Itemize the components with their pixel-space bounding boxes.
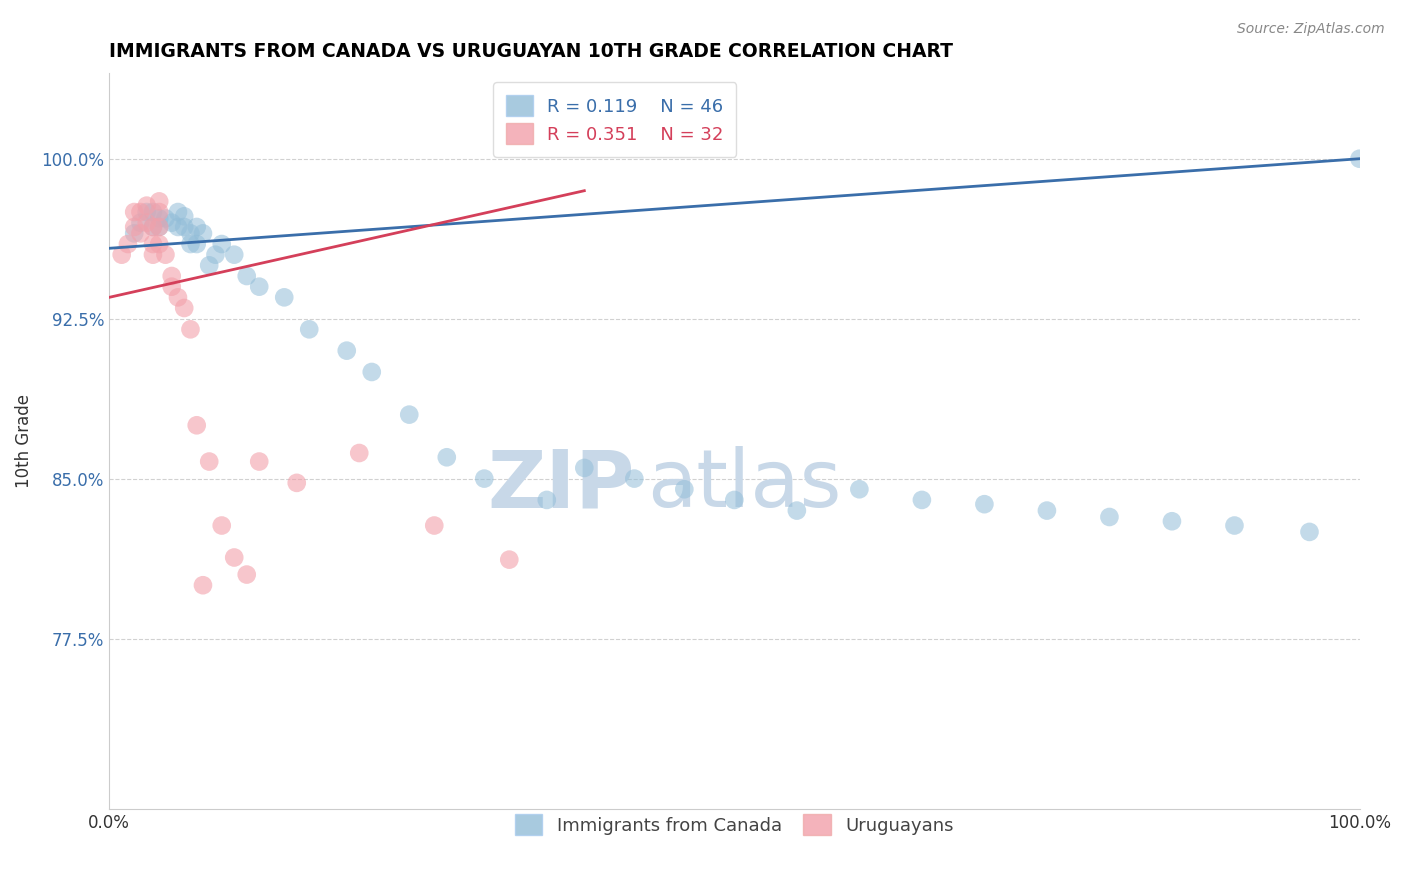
Point	[224, 248, 246, 262]
Point	[349, 446, 371, 460]
Point	[472, 472, 495, 486]
Point	[142, 248, 165, 262]
Point	[235, 567, 257, 582]
Point	[129, 227, 152, 241]
Point	[198, 258, 221, 272]
Point	[360, 365, 382, 379]
Point	[173, 301, 195, 315]
Point	[122, 227, 145, 241]
Text: atlas: atlas	[647, 446, 841, 524]
Point	[173, 209, 195, 223]
Point	[336, 343, 359, 358]
Point	[235, 268, 257, 283]
Point	[211, 237, 233, 252]
Point	[160, 216, 183, 230]
Point	[179, 227, 201, 241]
Point	[973, 497, 995, 511]
Point	[129, 216, 152, 230]
Point	[142, 219, 165, 234]
Point	[148, 219, 170, 234]
Point	[191, 227, 214, 241]
Point	[135, 199, 157, 213]
Point	[285, 475, 308, 490]
Point	[111, 248, 134, 262]
Point	[142, 219, 165, 234]
Text: ZIP: ZIP	[486, 446, 634, 524]
Point	[179, 237, 201, 252]
Point	[191, 578, 214, 592]
Point	[1348, 152, 1371, 166]
Point	[198, 454, 221, 468]
Point	[911, 492, 934, 507]
Point	[723, 492, 745, 507]
Point	[148, 237, 170, 252]
Point	[148, 205, 170, 219]
Point	[186, 237, 208, 252]
Point	[536, 492, 558, 507]
Point	[247, 454, 270, 468]
Text: Source: ZipAtlas.com: Source: ZipAtlas.com	[1237, 22, 1385, 37]
Point	[273, 290, 295, 304]
Point	[436, 450, 458, 465]
Point	[224, 550, 246, 565]
Point	[167, 290, 190, 304]
Point	[673, 483, 696, 497]
Point	[204, 248, 226, 262]
Legend: Immigrants from Canada, Uruguayans: Immigrants from Canada, Uruguayans	[506, 805, 963, 844]
Point	[117, 237, 139, 252]
Point	[148, 194, 170, 209]
Point	[1223, 518, 1246, 533]
Point	[160, 279, 183, 293]
Point	[247, 279, 270, 293]
Point	[786, 503, 808, 517]
Point	[142, 237, 165, 252]
Point	[122, 219, 145, 234]
Point	[498, 552, 520, 566]
Point	[623, 472, 645, 486]
Point	[160, 268, 183, 283]
Point	[179, 322, 201, 336]
Point	[574, 461, 596, 475]
Point	[211, 518, 233, 533]
Point	[848, 483, 870, 497]
Text: IMMIGRANTS FROM CANADA VS URUGUAYAN 10TH GRADE CORRELATION CHART: IMMIGRANTS FROM CANADA VS URUGUAYAN 10TH…	[110, 42, 953, 61]
Y-axis label: 10th Grade: 10th Grade	[15, 394, 32, 488]
Point	[142, 205, 165, 219]
Point	[129, 205, 152, 219]
Point	[173, 219, 195, 234]
Point	[1298, 524, 1320, 539]
Point	[167, 219, 190, 234]
Point	[398, 408, 420, 422]
Point	[135, 205, 157, 219]
Point	[122, 205, 145, 219]
Point	[423, 518, 446, 533]
Point	[1036, 503, 1059, 517]
Point	[148, 211, 170, 226]
Point	[1098, 510, 1121, 524]
Point	[155, 248, 177, 262]
Point	[186, 418, 208, 433]
Point	[148, 219, 170, 234]
Point	[167, 205, 190, 219]
Point	[155, 211, 177, 226]
Point	[298, 322, 321, 336]
Point	[1161, 514, 1184, 528]
Point	[135, 216, 157, 230]
Point	[186, 219, 208, 234]
